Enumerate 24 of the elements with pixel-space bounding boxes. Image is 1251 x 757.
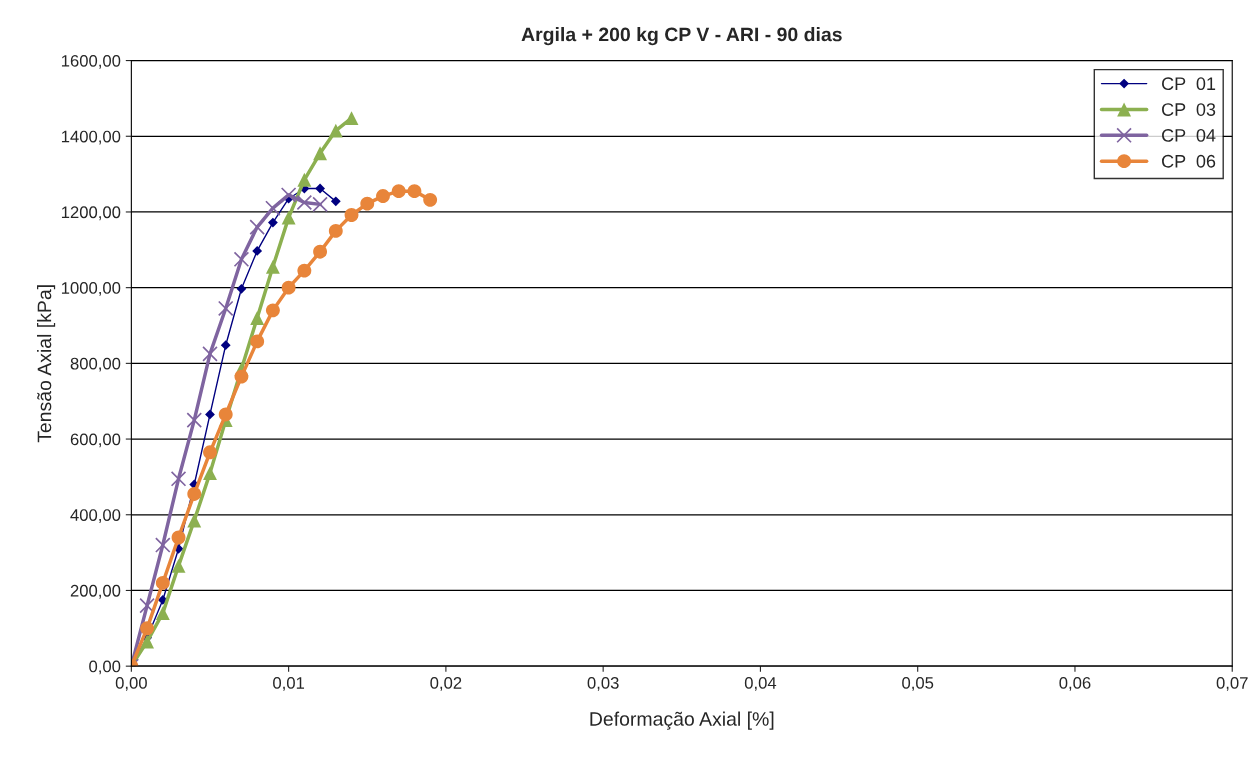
legend-label: CP 03: [1162, 103, 1216, 116]
y-axis-title: Tensão Axial [kPa]: [37, 285, 56, 443]
x-tick-label: 0,07: [1216, 677, 1248, 691]
chart-title: Argila + 200 kg CP V - ARI - 90 dias: [521, 27, 842, 46]
y-tick-label: 800,00: [70, 357, 121, 372]
y-tick-label: 1400,00: [61, 130, 121, 145]
x-tick-label: 0,00: [115, 677, 147, 691]
y-tick-label: 200,00: [70, 584, 121, 599]
x-tick-label: 0,04: [744, 677, 777, 691]
legend-label: CP 01: [1162, 77, 1216, 91]
x-tick-label: 0,03: [587, 677, 619, 691]
y-tick-label: 1600,00: [61, 54, 121, 69]
x-tick-label: 0,06: [1059, 677, 1091, 691]
x-tick-label: 0,01: [273, 677, 305, 691]
legend-label: CP 06: [1162, 154, 1216, 168]
x-tick-label: 0,02: [430, 677, 462, 691]
y-tick-label: 0,00: [89, 660, 121, 675]
y-tick-label: 1200,00: [61, 206, 121, 221]
x-axis-title: Deformação Axial [%]: [590, 711, 774, 730]
y-tick-label: 600,00: [70, 433, 121, 448]
y-tick-label: 400,00: [70, 509, 121, 523]
x-tick-label: 0,05: [902, 677, 934, 691]
legend-label: CP 04: [1162, 129, 1216, 142]
y-tick-label: 1000,00: [61, 282, 121, 296]
